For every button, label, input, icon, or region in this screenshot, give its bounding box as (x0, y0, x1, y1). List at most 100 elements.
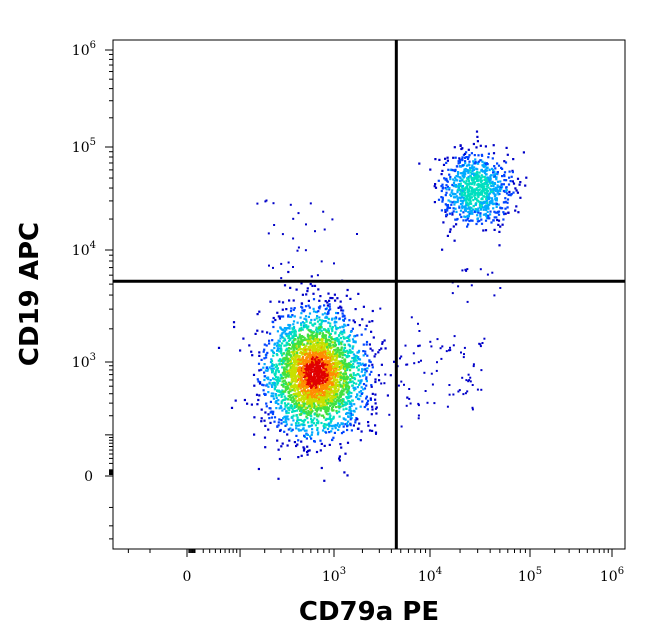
event-dot (305, 293, 308, 296)
event-dot (462, 187, 465, 190)
event-dot (327, 408, 330, 411)
event-dot (276, 439, 279, 442)
event-dot (481, 175, 484, 178)
event-dot (481, 202, 484, 205)
event-dot (499, 287, 502, 289)
event-dot (337, 334, 341, 337)
event-dot (335, 363, 339, 366)
event-dot (341, 423, 344, 426)
event-dot (393, 360, 396, 363)
event-dot (336, 327, 340, 330)
event-dot (465, 170, 468, 173)
event-dot (495, 188, 498, 191)
event-dot (278, 418, 281, 421)
event-dot (309, 202, 312, 205)
event-dot (474, 158, 477, 161)
event-dot (305, 437, 308, 440)
event-dot (479, 343, 482, 346)
event-dot (336, 378, 339, 381)
event-dot (287, 261, 290, 264)
event-dot (311, 400, 314, 403)
event-dot (274, 385, 277, 388)
event-dot (309, 376, 312, 379)
event-dot (328, 417, 331, 421)
event-dot (367, 424, 370, 427)
event-dot (276, 341, 279, 344)
event-dot (330, 397, 333, 400)
event-dot (480, 388, 483, 391)
event-dot (462, 219, 465, 222)
event-dot (261, 330, 264, 333)
event-dot (278, 350, 281, 353)
event-dot (342, 398, 345, 401)
event-dot (311, 368, 314, 371)
event-dot (362, 354, 365, 357)
event-dot (349, 369, 352, 372)
event-dot (493, 187, 496, 190)
event-dot (265, 356, 268, 359)
event-dot (277, 402, 280, 406)
event-dot (293, 402, 296, 406)
event-dot (491, 167, 494, 170)
event-dot (475, 172, 479, 175)
event-dot (346, 388, 349, 391)
event-dot (315, 364, 318, 367)
event-dot (295, 405, 298, 409)
event-dot (366, 399, 370, 402)
event-dot (284, 390, 287, 393)
event-dot (462, 197, 465, 200)
event-dot (293, 315, 296, 318)
event-dot (322, 414, 325, 417)
event-dot (313, 354, 316, 357)
event-dot (483, 170, 486, 173)
event-dot (298, 429, 301, 432)
event-dot (477, 154, 480, 157)
event-dot (322, 403, 325, 406)
event-dot (312, 382, 316, 385)
event-dot (297, 407, 300, 410)
event-dot (322, 396, 325, 399)
event-dot (467, 198, 470, 201)
event-dot (489, 210, 492, 213)
event-dot (477, 207, 480, 210)
event-dot (312, 402, 316, 405)
event-dot (507, 211, 510, 214)
event-dot (342, 408, 345, 411)
event-dot (313, 405, 316, 408)
event-dot (321, 335, 324, 338)
event-dot (299, 329, 302, 332)
event-dot (329, 414, 332, 417)
event-dot (490, 197, 494, 200)
event-dot (288, 299, 291, 302)
event-dot (285, 363, 288, 366)
y-tick-label: 105 (72, 137, 96, 156)
event-dot (303, 322, 306, 325)
event-dot (466, 207, 469, 210)
event-dot (307, 409, 310, 413)
event-dot (330, 372, 333, 375)
event-dot (294, 422, 298, 425)
event-dot (308, 377, 311, 380)
event-dot (246, 402, 249, 405)
event-dot (304, 410, 308, 413)
event-dot (320, 341, 323, 344)
event-dot (318, 413, 321, 416)
event-dot (287, 375, 290, 378)
y-tick-label: 106 (72, 40, 96, 59)
event-dot (374, 431, 378, 434)
event-dot (324, 355, 327, 358)
event-dot (304, 381, 307, 384)
event-dot (497, 164, 501, 167)
event-dot (329, 325, 332, 328)
event-dot (273, 372, 276, 375)
event-dot (508, 170, 511, 173)
event-dot (488, 196, 491, 199)
event-dot (338, 385, 341, 388)
event-dot (327, 338, 330, 341)
event-dot (489, 178, 492, 181)
event-dot (294, 357, 297, 360)
event-dot (303, 343, 306, 346)
event-dot (299, 336, 302, 339)
event-dot (311, 335, 314, 338)
event-dot (343, 388, 346, 391)
